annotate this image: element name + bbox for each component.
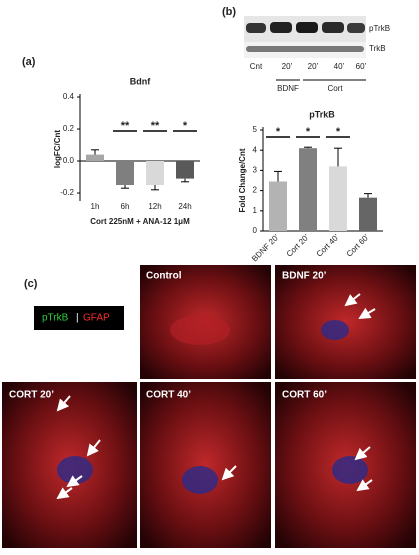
image-label: CORT 40’ bbox=[146, 390, 191, 401]
x-tick-label: 1h bbox=[91, 202, 100, 211]
lane-label: 20’ bbox=[282, 62, 293, 71]
significance: * bbox=[306, 126, 311, 138]
image-label: CORT 20’ bbox=[9, 390, 54, 401]
y-axis-label: logFC/Cnt bbox=[53, 130, 62, 169]
significance: * bbox=[336, 126, 341, 138]
x-tick-label: 6h bbox=[121, 202, 130, 211]
y-tick-label: 3 bbox=[253, 166, 258, 175]
panel-label: (a) bbox=[22, 56, 36, 68]
x-tick-label: Cort 40’ bbox=[315, 232, 341, 258]
y-tick-label: 1 bbox=[253, 206, 258, 215]
legend-red: GFAP bbox=[83, 313, 110, 324]
x-axis-label: Cort 225nM + ANA-12 1μM bbox=[90, 217, 190, 226]
significance: * bbox=[276, 126, 281, 138]
y-tick-label: 0.0 bbox=[63, 156, 75, 165]
micrograph: Control bbox=[140, 265, 271, 379]
x-tick-label: Cort 20’ bbox=[285, 232, 311, 258]
y-tick-label: 0.2 bbox=[63, 124, 75, 133]
micrograph: BDNF 20’ bbox=[275, 265, 416, 379]
bar bbox=[146, 161, 164, 185]
group-label: BDNF bbox=[277, 84, 299, 93]
y-tick-label: 2 bbox=[253, 186, 258, 195]
lane-label: Cnt bbox=[250, 62, 263, 71]
x-tick-label: Cort 60’ bbox=[345, 232, 371, 258]
significance: ** bbox=[151, 120, 160, 132]
y-axis-label: Fold Change/Cnt bbox=[238, 148, 247, 212]
legend: pTrkB | GFAP bbox=[34, 306, 124, 330]
panel-label: (b) bbox=[222, 6, 236, 18]
significance: ** bbox=[121, 120, 130, 132]
lane-label: 40’ bbox=[334, 62, 345, 71]
y-tick-label: 4 bbox=[253, 145, 258, 154]
y-tick-label: -0.2 bbox=[60, 188, 74, 197]
micrograph: CORT 60’ bbox=[275, 382, 416, 548]
x-tick-label: BDNF 20’ bbox=[250, 232, 281, 263]
y-tick-label: 0 bbox=[253, 226, 258, 235]
x-tick-label: 24h bbox=[178, 202, 191, 211]
lane-label: 20’ bbox=[308, 62, 319, 71]
chart-title: Bdnf bbox=[130, 76, 151, 86]
band-label: TrkB bbox=[369, 44, 386, 53]
legend-sep: | bbox=[76, 313, 79, 324]
panel-label: (c) bbox=[24, 278, 38, 290]
band-label: pTrkB bbox=[369, 24, 390, 33]
bar bbox=[329, 166, 347, 231]
micrograph: CORT 40’ bbox=[140, 382, 271, 548]
bar bbox=[299, 148, 317, 231]
x-tick-label: 12h bbox=[148, 202, 161, 211]
lane-label: 60’ bbox=[356, 62, 367, 71]
micrograph: CORT 20’ bbox=[2, 382, 137, 548]
western-blot bbox=[244, 16, 366, 81]
bar bbox=[359, 197, 377, 231]
significance: * bbox=[183, 120, 188, 132]
bar bbox=[116, 161, 134, 185]
legend-green: pTrkB bbox=[42, 313, 69, 324]
image-label: Control bbox=[146, 271, 182, 282]
y-tick-label: 0.4 bbox=[63, 92, 75, 101]
bar bbox=[176, 161, 194, 179]
bar bbox=[86, 154, 104, 161]
image-label: CORT 60’ bbox=[282, 390, 327, 401]
image-label: BDNF 20’ bbox=[282, 271, 327, 282]
bar bbox=[269, 181, 287, 231]
chart-title: pTrkB bbox=[309, 109, 335, 119]
y-tick-label: 5 bbox=[253, 125, 258, 134]
group-label: Cort bbox=[327, 84, 343, 93]
